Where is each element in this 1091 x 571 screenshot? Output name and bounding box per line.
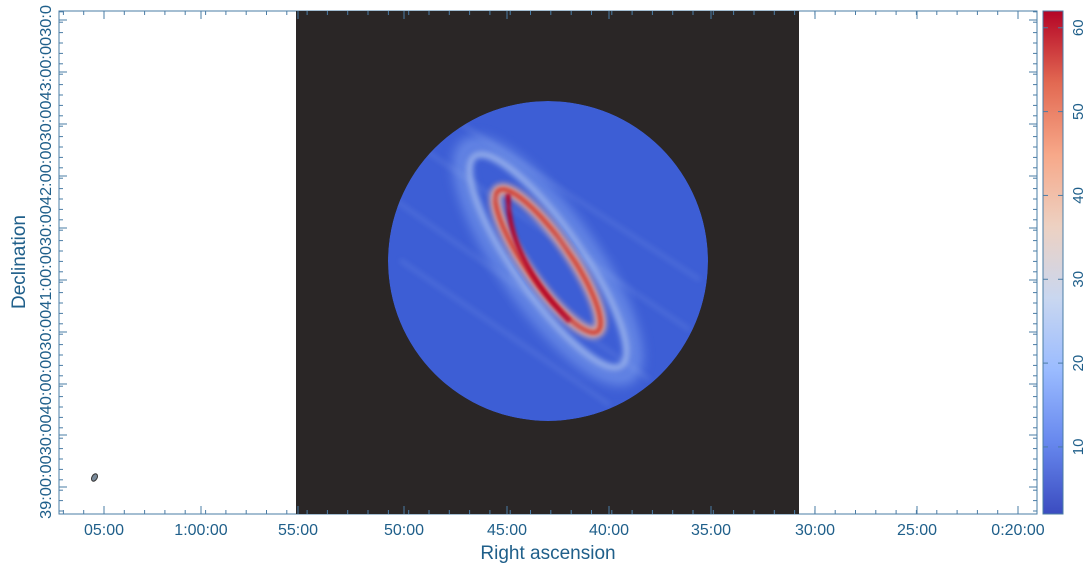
x-tick-label: 40:00: [589, 522, 629, 539]
colorbar-tick-label: 10: [1070, 439, 1087, 456]
x-axis-title: Right ascension: [480, 543, 615, 564]
colorbar-ticks: 10 20 30 40 50 60: [1043, 19, 1087, 455]
y-axis-ticks: [59, 11, 1037, 512]
colorbar-tick-label: 40: [1070, 187, 1087, 204]
stripe-artifact: [398, 258, 612, 407]
colorbar-tick-label: 60: [1070, 19, 1087, 36]
x-tick-label: 0:20:00: [991, 522, 1044, 539]
x-tick-label: 30:00: [795, 522, 835, 539]
x-tick-label: 55:00: [278, 522, 318, 539]
y-axis-tick-text: 39:00:0030:0040:00:0030:0041:00:0030:004…: [38, 5, 55, 519]
outer-ring-emission: [466, 151, 630, 371]
x-tick-label: 50:00: [384, 522, 424, 539]
stripe-artifact: [438, 108, 702, 282]
stripe-artifact: [393, 198, 652, 382]
colorbar-tick-label: 50: [1070, 103, 1087, 120]
x-axis-ticks: [62, 11, 1019, 514]
x-tick-label: 1:00:00: [174, 522, 227, 539]
stripe-artifact: [408, 138, 692, 332]
x-axis-tick-labels: 05:00 1:00:00 55:00 50:00 45:00 40:00 35:00 30:…: [84, 522, 1045, 539]
colorbar: [1042, 10, 1064, 515]
beam-ellipse: [90, 473, 99, 482]
x-tick-label: 45:00: [487, 522, 527, 539]
x-tick-label: 05:00: [84, 522, 124, 539]
colorbar-tick-label: 30: [1070, 271, 1087, 288]
x-tick-label: 35:00: [691, 522, 731, 539]
y-axis-title: Declination: [9, 215, 30, 309]
galaxy-image: [388, 101, 708, 421]
colorbar-tick-label: 20: [1070, 355, 1087, 372]
primary-beam-disk: [388, 101, 708, 421]
x-tick-label: 25:00: [897, 522, 937, 539]
